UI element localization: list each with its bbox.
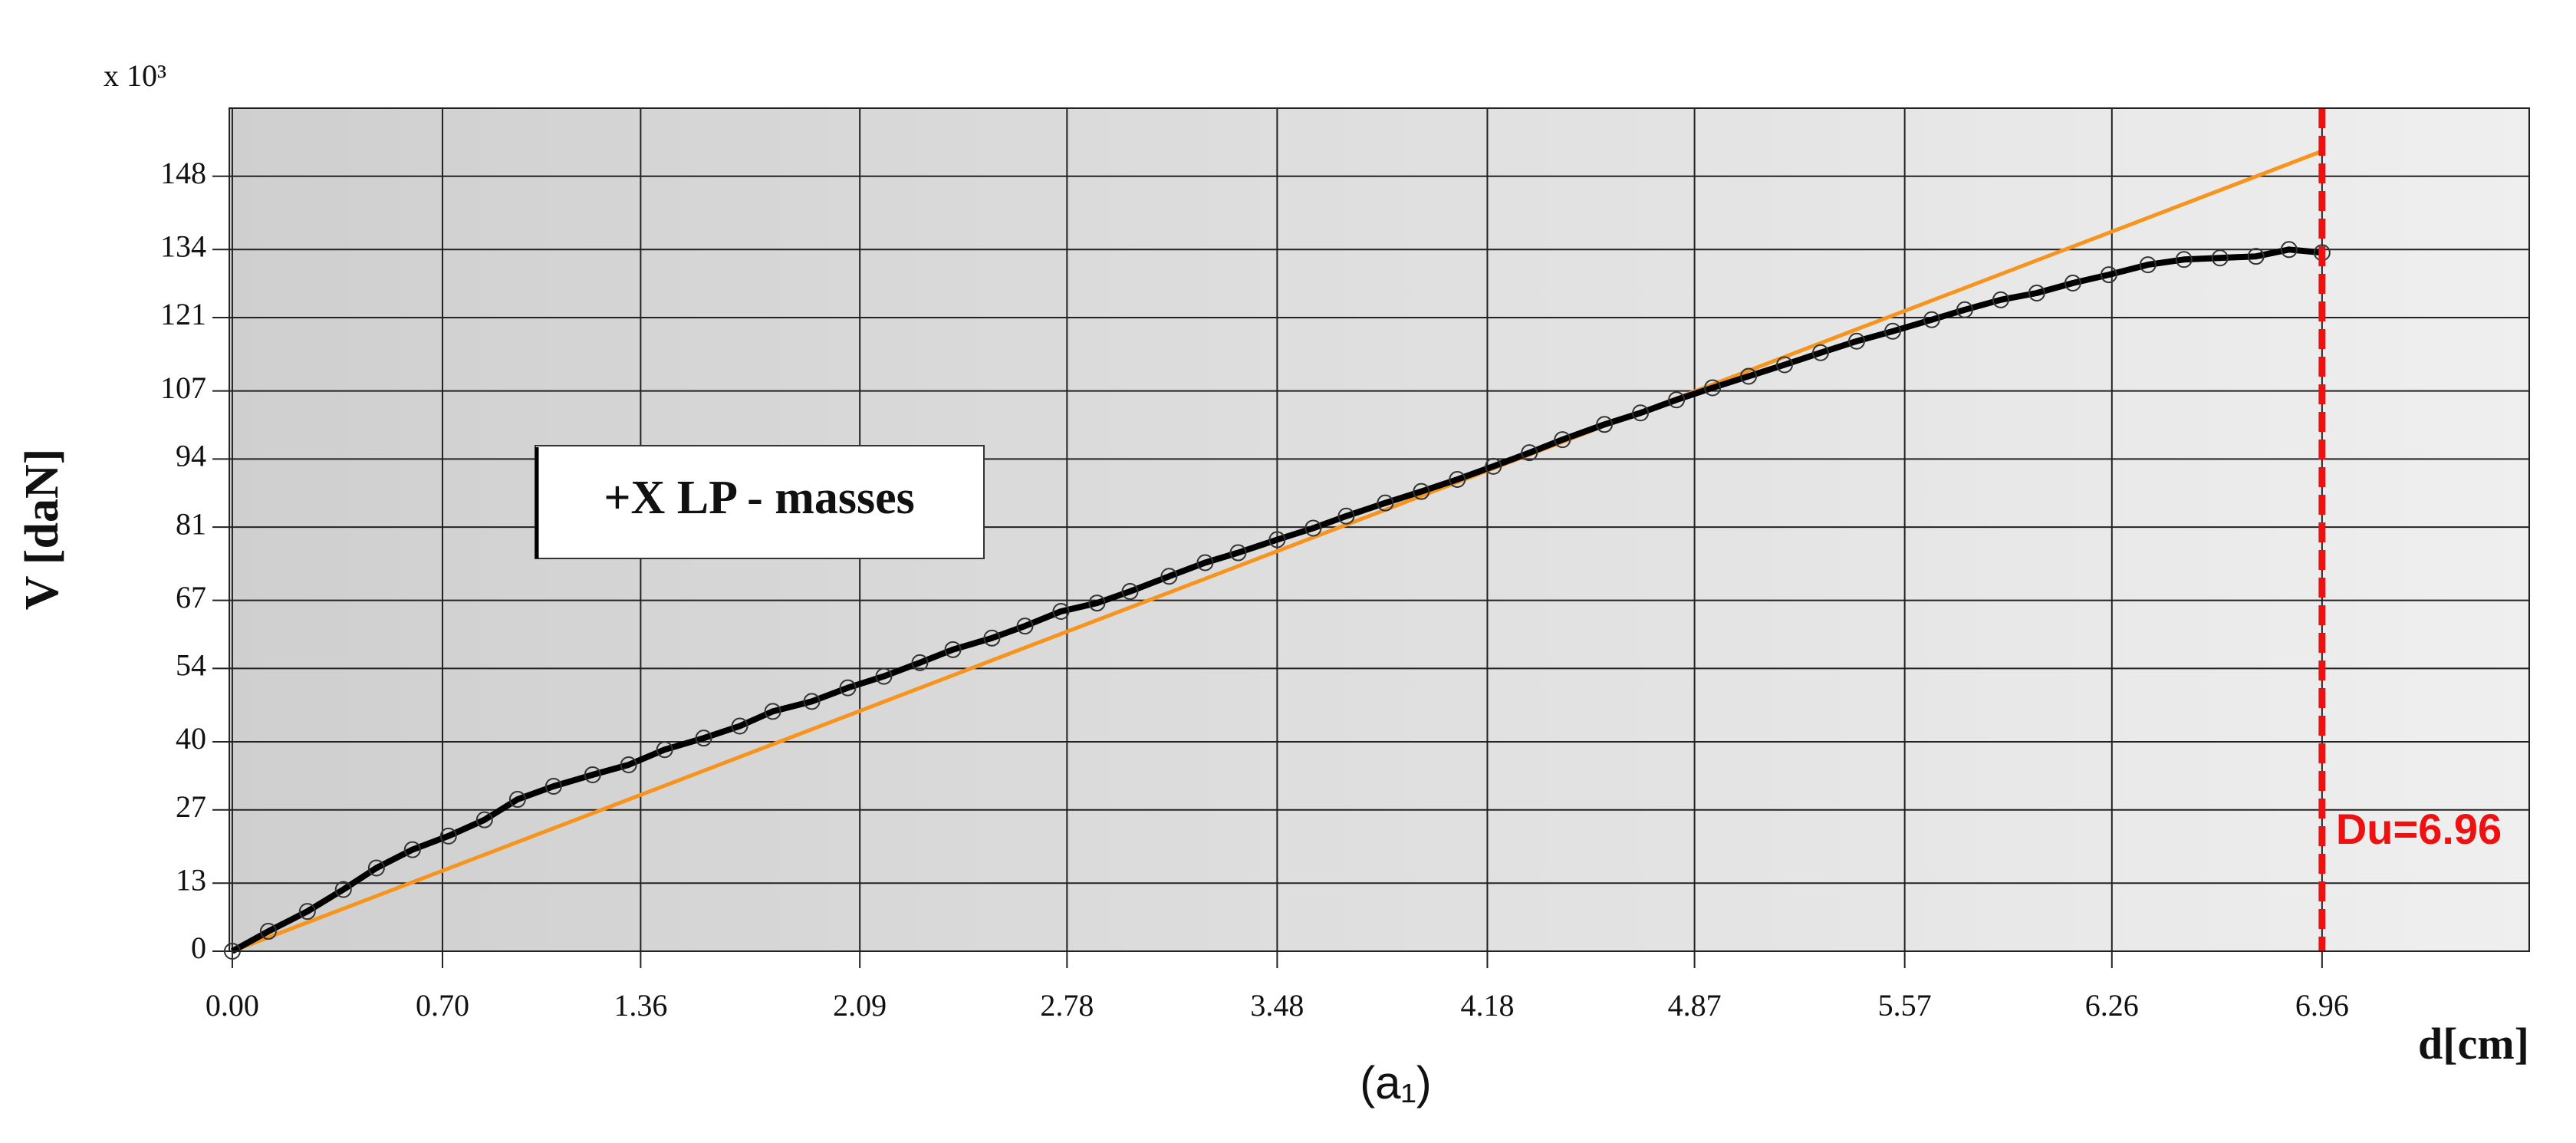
- x-tick-label: 2.78: [1040, 988, 1094, 1023]
- data-point: [2211, 249, 2229, 267]
- data-point: [1812, 344, 1830, 361]
- data-point: [1196, 554, 1214, 572]
- y-tick-label: 148: [160, 156, 206, 190]
- data-point: [1016, 618, 1034, 635]
- y-tick-label: 134: [160, 229, 206, 263]
- data-point: [1088, 595, 1106, 612]
- data-point: [2247, 248, 2265, 265]
- y-tick-label: 94: [176, 439, 206, 473]
- y-tick-label: 40: [176, 721, 206, 756]
- data-point: [475, 811, 493, 828]
- data-point: [839, 679, 857, 697]
- caption: (a₁): [1360, 1057, 1432, 1108]
- data-point: [1229, 544, 1247, 562]
- y-multiplier: x 10³: [104, 58, 166, 93]
- data-point: [2139, 256, 2157, 274]
- data-point: [1337, 507, 1355, 525]
- y-tick-label: 13: [176, 862, 206, 897]
- data-point: [1413, 483, 1430, 500]
- x-tick-label: 6.96: [2295, 988, 2349, 1023]
- data-point: [2280, 241, 2298, 259]
- data-point: [1776, 356, 1794, 374]
- data-point: [2100, 266, 2117, 284]
- data-point: [695, 730, 712, 747]
- data-point: [656, 741, 673, 759]
- data-point: [403, 841, 421, 858]
- data-point: [1521, 444, 1538, 462]
- data-point: [983, 629, 1001, 647]
- data-point: [1485, 457, 1502, 475]
- x-tick-label: 4.18: [1460, 988, 1514, 1023]
- marks: [223, 108, 2331, 960]
- x-tick-label: 6.26: [2085, 988, 2139, 1023]
- data-point: [2028, 284, 2045, 301]
- data-point: [875, 667, 893, 685]
- data-point: [2175, 251, 2193, 268]
- data-point: [1740, 367, 1758, 385]
- y-tick-label: 107: [160, 371, 206, 405]
- series-line: [232, 149, 2323, 954]
- data-point: [334, 881, 352, 898]
- data-point: [508, 791, 526, 809]
- x-tick-label: 4.87: [1668, 988, 1722, 1023]
- data-point: [1632, 404, 1650, 422]
- y-tick-label: 54: [176, 648, 206, 683]
- data-point: [298, 903, 316, 921]
- plot-frame: [229, 107, 2530, 952]
- data-point: [803, 693, 821, 710]
- x-tick-label: 0.70: [416, 988, 469, 1023]
- data-point: [2064, 274, 2081, 292]
- x-tick-label: 3.48: [1250, 988, 1304, 1023]
- data-point: [439, 827, 457, 845]
- data-point: [1554, 431, 1571, 449]
- y-tick-label: 81: [176, 506, 206, 541]
- data-point: [1992, 291, 2009, 308]
- data-point: [1449, 470, 1466, 488]
- data-point: [911, 654, 929, 671]
- data-point: [944, 641, 962, 658]
- y-axis-label: V [daN]: [16, 449, 68, 611]
- data-point: [544, 777, 562, 795]
- x-axis-label: d[cm]: [2418, 1019, 2529, 1069]
- x-tick-label: 0.00: [206, 988, 259, 1023]
- annotation: +X LP - masses: [604, 472, 915, 524]
- data-point: [1848, 332, 1866, 350]
- data-point: [1304, 519, 1322, 537]
- data-point: [1596, 416, 1614, 433]
- series-line: [230, 246, 2323, 954]
- data-point: [1923, 311, 1940, 328]
- ultimate-label: Du=6.96: [2336, 805, 2502, 853]
- x-tick-label: 2.09: [833, 988, 887, 1023]
- data-point: [1668, 391, 1686, 409]
- data-point: [1268, 531, 1286, 548]
- data-point: [764, 703, 781, 720]
- data-point: [367, 859, 385, 877]
- data-point: [1956, 301, 1973, 318]
- y-tick-label: 27: [176, 789, 206, 824]
- data-point: [1704, 379, 1722, 397]
- x-tick-label: 5.57: [1878, 988, 1932, 1023]
- data-point: [1883, 322, 1901, 340]
- data-point: [1052, 602, 1070, 620]
- x-tick-label: 1.36: [614, 988, 667, 1023]
- y-tick-label: 0: [191, 931, 206, 965]
- grid: [212, 108, 2529, 968]
- y-tick-label: 67: [176, 580, 206, 614]
- data-point: [1377, 494, 1394, 512]
- annotation-box: [535, 445, 985, 559]
- data-point: [259, 923, 277, 940]
- data-point: [731, 717, 748, 735]
- data-point: [620, 756, 637, 773]
- data-point: [584, 766, 601, 783]
- y-tick-label: 121: [160, 297, 206, 331]
- data-point: [1160, 568, 1178, 585]
- data-point: [1121, 583, 1139, 601]
